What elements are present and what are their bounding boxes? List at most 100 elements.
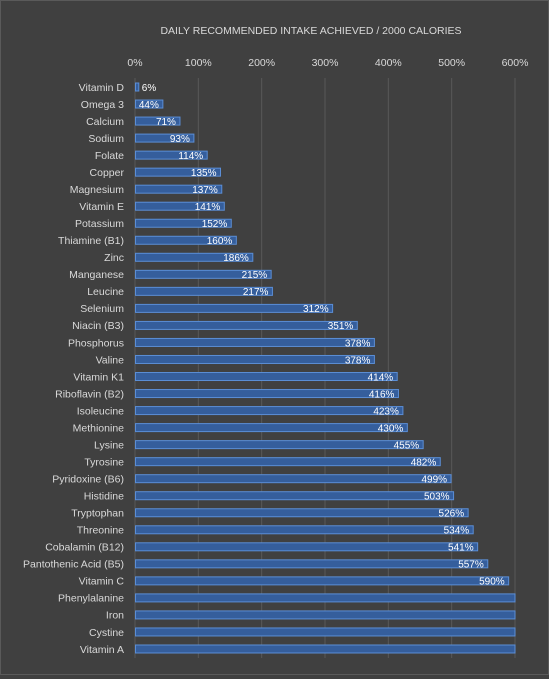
bar bbox=[135, 354, 375, 364]
bar bbox=[135, 82, 140, 92]
category-label: Histidine bbox=[84, 491, 124, 503]
bar bbox=[135, 116, 181, 126]
data-label: 141% bbox=[195, 202, 221, 213]
data-label: 378% bbox=[345, 338, 371, 349]
category-label: Magnesium bbox=[70, 184, 125, 196]
y-axis: Vitamin D Omega 3 Calcium Sodium Folate Coppe… bbox=[23, 82, 124, 656]
data-label: 312% bbox=[303, 304, 329, 315]
bar bbox=[135, 559, 489, 569]
bar bbox=[135, 201, 225, 211]
category-label: Vitamin D bbox=[79, 82, 125, 94]
data-label: 44% bbox=[139, 100, 159, 111]
data-label: 152% bbox=[202, 219, 228, 230]
bar bbox=[135, 269, 272, 279]
category-label: Calcium bbox=[86, 116, 124, 128]
data-label: 114% bbox=[178, 151, 203, 162]
category-label: Valine bbox=[96, 354, 125, 366]
category-label: Riboflavin (B2) bbox=[55, 388, 124, 400]
category-label: Pyridoxine (B6) bbox=[52, 473, 124, 485]
bar bbox=[135, 627, 516, 637]
category-label: Potassium bbox=[75, 218, 124, 230]
data-label: 482% bbox=[411, 457, 437, 468]
data-label: 416% bbox=[369, 389, 395, 400]
data-label: 541% bbox=[448, 543, 474, 554]
bar bbox=[135, 303, 334, 313]
category-label: Cobalamin (B12) bbox=[45, 542, 124, 554]
bar bbox=[135, 218, 232, 228]
data-label: 378% bbox=[345, 355, 371, 366]
bar bbox=[135, 320, 358, 330]
data-label: 215% bbox=[242, 270, 268, 281]
data-label: 93% bbox=[170, 134, 190, 145]
x-tick-label: 300% bbox=[312, 57, 339, 69]
data-label: 137% bbox=[192, 185, 218, 196]
data-label: 217% bbox=[243, 287, 269, 298]
gridlines bbox=[134, 78, 516, 658]
bar bbox=[135, 286, 273, 296]
category-label: Vitamin K1 bbox=[73, 371, 124, 383]
category-label: Sodium bbox=[88, 133, 124, 145]
bar bbox=[135, 184, 223, 194]
bar bbox=[135, 593, 516, 603]
data-labels: 6% 44% 71% 93% 114% 135% 137% 141% 152% 160% 186% 2… bbox=[139, 83, 505, 588]
category-label: Vitamin A bbox=[80, 644, 124, 656]
x-tick-label: 0% bbox=[127, 57, 142, 69]
category-label: Tryptophan bbox=[71, 508, 124, 520]
category-label: Cystine bbox=[89, 627, 124, 639]
bar bbox=[135, 474, 452, 484]
data-label: 590% bbox=[479, 577, 505, 588]
data-label: 135% bbox=[191, 168, 217, 179]
category-label: Phenylalanine bbox=[58, 593, 124, 605]
category-label: Tyrosine bbox=[84, 456, 124, 468]
category-label: Copper bbox=[90, 167, 125, 179]
bar bbox=[135, 491, 455, 501]
data-label: 6% bbox=[142, 83, 157, 94]
data-label: 430% bbox=[378, 423, 404, 434]
bar bbox=[135, 150, 208, 160]
category-label: Pantothenic Acid (B5) bbox=[23, 559, 124, 571]
bar bbox=[135, 610, 516, 620]
data-label: 499% bbox=[421, 474, 447, 485]
bar bbox=[135, 576, 510, 586]
category-label: Leucine bbox=[87, 286, 124, 298]
data-label: 351% bbox=[328, 321, 354, 332]
category-label: Vitamin C bbox=[79, 576, 125, 588]
data-label: 71% bbox=[156, 117, 176, 128]
category-label: Iron bbox=[106, 610, 124, 622]
data-label: 414% bbox=[368, 372, 394, 383]
data-label: 186% bbox=[223, 253, 249, 264]
bar bbox=[135, 337, 375, 347]
bar bbox=[135, 423, 408, 433]
bar bbox=[135, 167, 221, 177]
bar bbox=[135, 508, 469, 518]
category-label: Niacin (B3) bbox=[72, 320, 124, 332]
bar bbox=[135, 372, 398, 382]
category-label: Omega 3 bbox=[81, 99, 124, 111]
bar bbox=[135, 99, 164, 109]
bar bbox=[135, 406, 404, 416]
category-label: Manganese bbox=[69, 269, 124, 281]
x-tick-label: 500% bbox=[438, 57, 465, 69]
data-label: 557% bbox=[458, 560, 484, 571]
data-label: 423% bbox=[373, 406, 399, 417]
bar bbox=[135, 644, 516, 654]
category-label: Vitamin E bbox=[79, 201, 124, 213]
data-label: 534% bbox=[444, 526, 470, 537]
chart-title: DAILY RECOMMENDED INTAKE ACHIEVED / 2000… bbox=[160, 25, 461, 37]
category-label: Thiamine (B1) bbox=[58, 235, 124, 247]
category-label: Folate bbox=[95, 150, 124, 162]
bar bbox=[135, 235, 237, 245]
category-label: Isoleucine bbox=[77, 405, 124, 417]
data-label: 455% bbox=[394, 440, 420, 451]
category-label: Lysine bbox=[94, 439, 124, 451]
data-label: 503% bbox=[424, 492, 450, 503]
category-label: Zinc bbox=[104, 252, 124, 264]
category-label: Methionine bbox=[73, 422, 125, 434]
category-label: Selenium bbox=[80, 303, 124, 315]
bar bbox=[135, 389, 399, 399]
bar bbox=[135, 252, 254, 262]
x-tick-label: 600% bbox=[502, 57, 529, 69]
category-label: Phosphorus bbox=[68, 337, 124, 349]
